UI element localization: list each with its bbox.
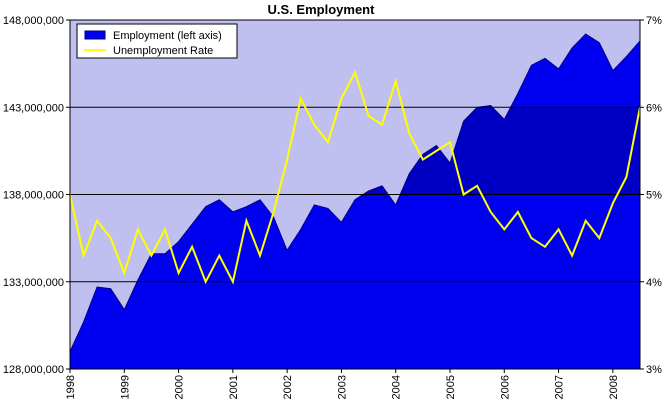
- x-axis-tick-label: 2002: [282, 375, 294, 399]
- right-axis-tick-label: 7%: [646, 15, 662, 27]
- left-axis-tick-label: 133,000,000: [3, 277, 64, 289]
- chart-title: U.S. Employment: [268, 2, 376, 17]
- x-axis-tick-label: 2001: [228, 375, 240, 399]
- right-axis-tick-label: 3%: [646, 364, 662, 376]
- employment-area-edge: [70, 33, 640, 352]
- legend-box: [76, 23, 238, 59]
- legend: Employment (left axis) Unemployment Rate: [76, 23, 238, 59]
- x-axis-tick-label: 2000: [174, 375, 186, 399]
- legend-label-employment: Employment (left axis): [113, 30, 222, 42]
- right-axis-tick-label: 6%: [646, 102, 662, 114]
- unemployment-line: [70, 69, 640, 285]
- gridlines: [70, 106, 640, 283]
- x-axis-tick-label: 2005: [445, 375, 457, 399]
- left-axis-tick-label: 148,000,000: [3, 15, 64, 27]
- right-axis-ticks: 3% 4% 5% 6% 7%: [640, 15, 662, 376]
- x-axis-ticks: 1998 1999 2000 2001 2002 2003 2004 2005 2006 2007…: [65, 369, 620, 399]
- x-axis-tick-label: 2007: [554, 375, 566, 399]
- right-axis-tick-label: 5%: [646, 190, 662, 202]
- left-axis-tick-label: 138,000,000: [3, 190, 64, 202]
- x-axis-tick-label: 2008: [608, 375, 620, 399]
- left-axis-tick-label: 143,000,000: [3, 102, 64, 114]
- left-axis-ticks: 128,000,000 133,000,000 138,000,000 143,000…: [3, 15, 70, 376]
- left-axis-tick-label: 128,000,000: [3, 364, 64, 376]
- x-axis-tick-label: 1998: [65, 375, 77, 399]
- x-axis-tick-label: 1999: [119, 375, 131, 399]
- x-axis-tick-label: 2003: [336, 375, 348, 399]
- right-axis-tick-label: 4%: [646, 277, 662, 289]
- legend-swatch-employment: [84, 30, 106, 40]
- x-axis-tick-label: 2004: [391, 375, 403, 399]
- legend-label-unemployment: Unemployment Rate: [113, 45, 213, 57]
- x-axis-tick-label: 2006: [499, 375, 511, 399]
